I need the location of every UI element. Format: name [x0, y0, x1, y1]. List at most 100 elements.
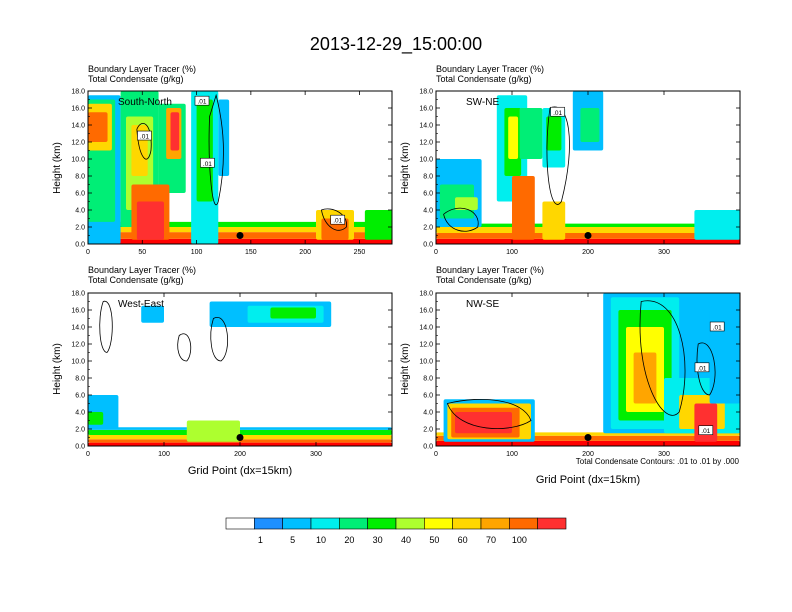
panel-label: NW-SE — [466, 299, 499, 310]
contour-label-2: .01 — [701, 428, 710, 435]
panel-west-east: West-East 0.0 2.0 4.0 6.0 8.0 10.0 12.0 14.0 16.0… — [71, 291, 393, 458]
panel-1-subtitle: Boundary Layer Tracer (%) — [88, 64, 196, 74]
field-region-13 — [170, 112, 180, 151]
colorbar-box-1 — [254, 517, 283, 530]
colorbar-label-5: 40 — [401, 535, 411, 545]
location-marker — [584, 232, 592, 239]
contour-label-box-2 — [200, 157, 215, 168]
field-region-6 — [88, 412, 104, 425]
x-tick-label: 300 — [658, 451, 670, 458]
y-tick-label: 10.0 — [419, 359, 433, 366]
contour-label-1: .01 — [140, 134, 149, 141]
panel-south-north: .01 .01 .01 .01 South-North 0.0 2.0 4.0 6.0 8.0 10… — [71, 89, 393, 256]
contour-label-box-0 — [709, 321, 725, 332]
y-tick-label: 18.0 — [419, 89, 433, 96]
contour-label-box-0 — [194, 95, 210, 106]
field-region-15 — [136, 201, 164, 240]
contour-label-box-3 — [330, 214, 346, 225]
y-tick-label: 8.0 — [75, 174, 85, 181]
field-region-15 — [709, 310, 740, 404]
x-tick-label: 200 — [582, 451, 594, 458]
y-tick-label: 14.0 — [71, 123, 85, 130]
panel-nw-se: .01 .01 .01 NW-SE 0.0 2.0 4.0 6.0 8.0 10.0 12.0 14.… — [419, 291, 741, 458]
panel-3-xlabel: Grid Point (dx=15km) — [188, 465, 292, 477]
field-region-17 — [196, 99, 213, 202]
x-tick-label: 300 — [310, 451, 322, 458]
y-tick-label: 16.0 — [71, 106, 85, 113]
y-tick-label: 14.0 — [419, 325, 433, 332]
contour-line — [639, 300, 686, 416]
field-region-16 — [542, 201, 566, 240]
field-region-9 — [508, 116, 519, 159]
y-tick-label: 8.0 — [423, 174, 433, 181]
contour-line — [446, 399, 532, 429]
field — [436, 293, 740, 446]
panel-label: West-East — [118, 299, 164, 310]
contour-label-box-1 — [694, 362, 710, 373]
panel-4-subtitle: Boundary Layer Tracer (%) — [436, 265, 544, 275]
y-tick-label: 4.0 — [423, 208, 433, 215]
y-tick-label: 4.0 — [423, 410, 433, 417]
field-region-17 — [694, 210, 740, 240]
contour-label-box-2 — [698, 425, 714, 436]
field-region-7 — [141, 305, 164, 323]
panel-1-ylabel: Height (km) — [52, 142, 63, 194]
figure-title: 2013-12-29_15:00:00 — [310, 34, 482, 55]
colorbar-label-6: 50 — [429, 535, 439, 545]
contour-label-1: .01 — [697, 365, 706, 372]
contour-line — [208, 93, 224, 205]
contour-label-box-1 — [137, 130, 152, 141]
y-tick-label: 10.0 — [71, 359, 85, 366]
colorbar-box-4 — [339, 517, 368, 530]
contour-label-0: .01 — [713, 325, 722, 332]
y-tick-label: 0.0 — [75, 242, 85, 249]
field-region-7 — [88, 112, 108, 142]
field — [88, 91, 392, 244]
y-tick-label: 14.0 — [419, 123, 433, 130]
y-tick-label: 12.0 — [71, 140, 85, 147]
colorbar-box-7 — [424, 517, 453, 530]
colorbar-box-3 — [310, 517, 340, 530]
contour-line — [136, 123, 152, 160]
field-region-10 — [270, 307, 316, 319]
colorbar-label-9: 100 — [512, 535, 527, 545]
y-tick-label: 6.0 — [75, 393, 85, 400]
contour-label-2: .01 — [203, 161, 212, 168]
contour-line — [210, 317, 228, 362]
y-tick-label: 16.0 — [419, 308, 433, 315]
panel-3-ylabel: Height (km) — [52, 343, 63, 395]
panel-4-subtitle2: Total Condensate (g/kg) — [436, 275, 532, 285]
panel-1-subtitle2: Total Condensate (g/kg) — [88, 74, 184, 84]
panel-2-subtitle: Boundary Layer Tracer (%) — [436, 64, 544, 74]
panel-2-ylabel: Height (km) — [400, 142, 411, 194]
x-tick-label: 250 — [354, 249, 366, 256]
colorbar-box-8 — [452, 517, 482, 530]
field-region-11 — [633, 352, 657, 404]
field-region-6 — [455, 197, 478, 210]
colorbar-box-5 — [367, 517, 397, 530]
y-tick-label: 6.0 — [423, 191, 433, 198]
y-tick-label: 8.0 — [75, 376, 85, 383]
colorbar-label-7: 60 — [458, 535, 468, 545]
panel-3-subtitle: Boundary Layer Tracer (%) — [88, 265, 196, 275]
y-tick-label: 4.0 — [75, 410, 85, 417]
colorbar-label-0: 1 — [258, 535, 263, 545]
contour-label-3: .01 — [333, 218, 342, 225]
x-tick-label: 200 — [299, 249, 311, 256]
y-tick-label: 12.0 — [419, 140, 433, 147]
y-tick-label: 2.0 — [423, 225, 433, 232]
x-tick-label: 0 — [86, 451, 90, 458]
colorbar-box-10 — [509, 517, 538, 530]
colorbar-box-6 — [395, 517, 425, 530]
location-marker — [584, 434, 592, 441]
y-tick-label: 0.0 — [423, 444, 433, 451]
field-region-6 — [455, 412, 512, 434]
panel-3-subtitle2: Total Condensate (g/kg) — [88, 275, 184, 285]
field-region-14 — [694, 403, 718, 442]
field-region-14 — [580, 108, 600, 142]
field-region-12 — [546, 116, 562, 151]
x-tick-label: 50 — [138, 249, 146, 256]
y-tick-label: 16.0 — [419, 106, 433, 113]
colorbar-label-2: 10 — [316, 535, 326, 545]
